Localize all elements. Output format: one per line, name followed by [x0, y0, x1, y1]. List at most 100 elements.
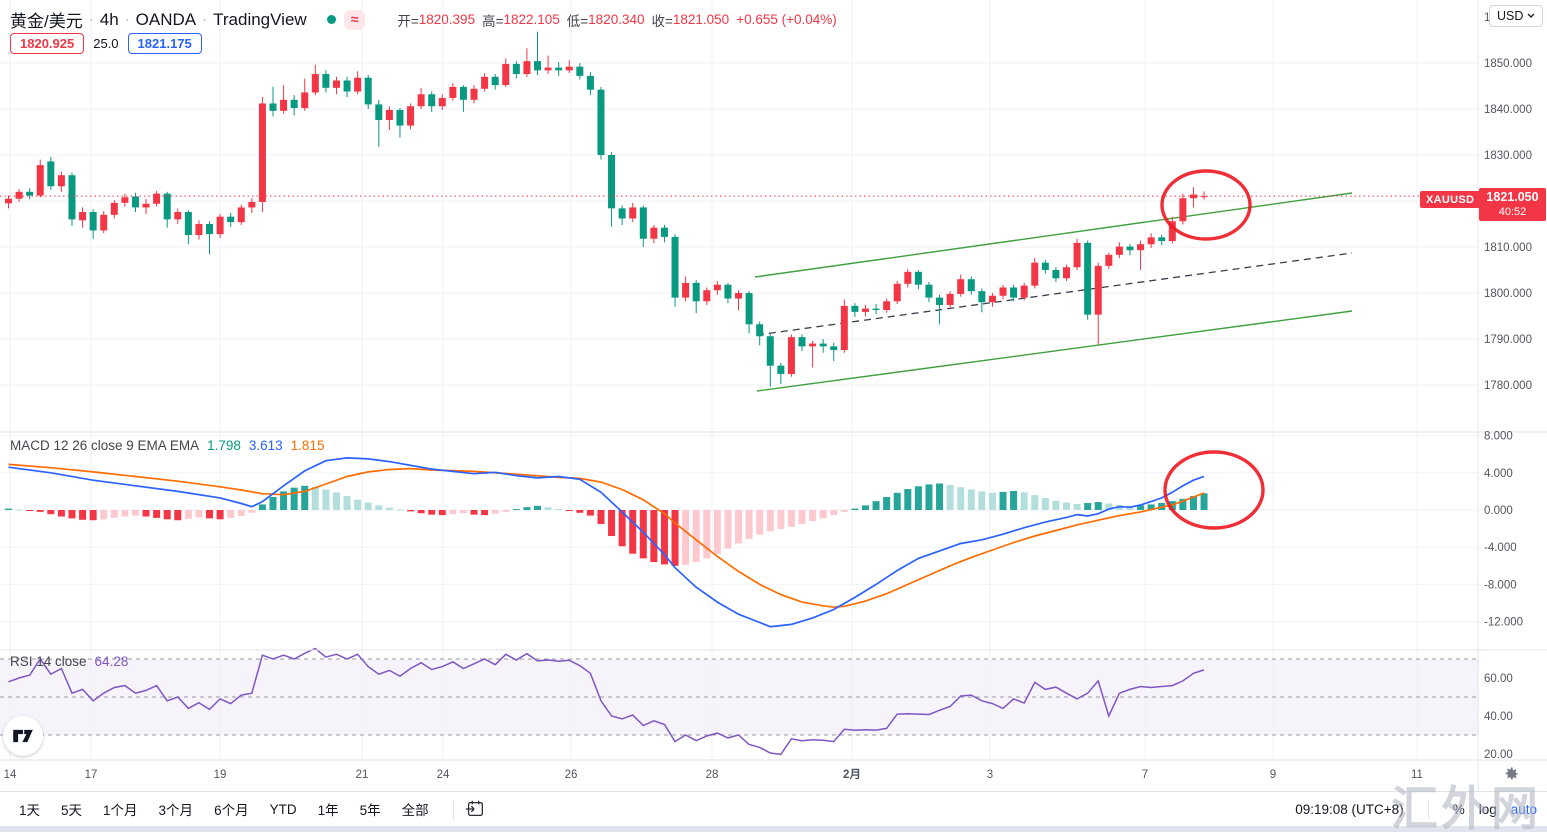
macd-hist-bar [121, 510, 129, 517]
macd-hist-bar [512, 509, 520, 511]
tradingview-logo[interactable] [3, 716, 43, 756]
candle-body [438, 97, 446, 107]
macd-hist-bar [206, 510, 214, 519]
sell-price-button[interactable]: 1820.925 [10, 33, 85, 54]
time-tick-label: 2月 [843, 768, 861, 781]
candle-body [1063, 267, 1070, 279]
goto-date-icon[interactable] [464, 798, 486, 820]
macd-hist-bar [1041, 497, 1049, 510]
window-bottom-edge [0, 826, 1547, 832]
candle-body [248, 201, 256, 208]
candle-body [851, 305, 859, 312]
macd-hist-bar [957, 487, 965, 510]
exchange-label[interactable]: OANDA [135, 9, 197, 29]
macd-hist-bar [237, 510, 245, 517]
candle-body [978, 291, 986, 303]
candle-body [512, 63, 520, 75]
clock[interactable]: 09:19:08 (UTC+8) [1295, 802, 1404, 817]
macd-hist-bar [999, 491, 1007, 510]
macd-hist-bar [481, 510, 489, 516]
candle-body [830, 346, 838, 351]
range-button-1m[interactable]: 1个月 [103, 803, 138, 818]
open-label: 开= [397, 13, 419, 29]
range-button-5y[interactable]: 5年 [359, 803, 381, 818]
macd-signal-value: 1.815 [290, 438, 325, 453]
candle-body [766, 336, 774, 366]
candle-body [883, 301, 891, 311]
macd-hist-bar [68, 510, 76, 519]
rsi-tick-label: 40.00 [1484, 711, 1513, 723]
range-button-all[interactable]: 全部 [401, 803, 429, 818]
price-tick-label: 1790.000 [1484, 334, 1532, 346]
log-scale-button[interactable]: log [1478, 802, 1497, 817]
macd-hist-bar [756, 510, 764, 535]
range-button-3m[interactable]: 3个月 [158, 803, 194, 818]
candle-body [184, 212, 192, 236]
candle-body [343, 80, 351, 92]
candle-body [819, 343, 827, 347]
platform-label[interactable]: TradingView [213, 9, 307, 29]
macd-hist-bar [1179, 498, 1187, 510]
candle-body [269, 103, 277, 111]
close-value: 1821.050 [672, 12, 730, 27]
candle-body [1010, 287, 1018, 298]
candle-body [735, 293, 743, 299]
bottom-toolbar: 1天 5天 1个月 3个月 6个月 YTD 1年 5年 全部 09:19:08 … [0, 791, 1547, 826]
macd-hist-bar [174, 510, 182, 521]
connection-status-icon[interactable] [326, 15, 336, 24]
rsi-value: 64.28 [94, 654, 129, 669]
macd-hist-bar [925, 484, 933, 510]
candle-body [68, 175, 76, 220]
auto-scale-button[interactable]: auto [1510, 802, 1537, 817]
currency-label: USD [1497, 9, 1524, 23]
range-button-1d[interactable]: 1天 [19, 803, 41, 818]
candle-body [1126, 246, 1134, 251]
candle-body [893, 283, 901, 302]
macd-hist-bar [523, 507, 531, 510]
macd-hist-bar [290, 487, 298, 510]
macd-hist-bar [280, 491, 288, 510]
candle-body [153, 193, 161, 204]
candle-body [354, 77, 362, 92]
currency-dropdown[interactable]: USD [1489, 5, 1544, 27]
macd-hist-bar [227, 510, 235, 518]
time-tick-label: 17 [85, 769, 98, 781]
gear-icon[interactable] [1501, 764, 1521, 784]
candle-body [36, 165, 44, 196]
candle-body [925, 284, 933, 298]
range-button-6m[interactable]: 6个月 [214, 803, 249, 818]
buy-price-button[interactable]: 1821.175 [127, 33, 202, 54]
macd-hist-bar [1010, 490, 1018, 510]
macd-legend[interactable]: MACD 12 26 close 9 EMA EMA 1.798 3.613 1… [10, 438, 324, 453]
candle-body [872, 308, 880, 311]
macd-hist-bar [1105, 503, 1113, 510]
macd-hist-bar [354, 499, 362, 510]
candle-body [576, 66, 584, 76]
interval-label[interactable]: 4h [99, 9, 119, 29]
rsi-legend[interactable]: RSI 14 close 64.28 [10, 654, 128, 669]
macd-hist-bar [1147, 504, 1155, 510]
price-tick-label: 1840.000 [1484, 104, 1532, 116]
candle-body [15, 191, 23, 199]
macd-tick-label: 0.000 [1484, 505, 1513, 517]
candle-body [1137, 244, 1145, 251]
candle-body [671, 236, 679, 298]
candle-body [1031, 262, 1039, 286]
macd-hist-bar [1073, 503, 1081, 510]
macd-hist-bar [745, 510, 753, 539]
range-button-1y[interactable]: 1年 [317, 803, 339, 818]
percent-scale-button[interactable]: % [1452, 802, 1465, 817]
range-button-ytd[interactable]: YTD [269, 801, 297, 817]
approx-data-icon[interactable]: ≈ [343, 9, 366, 30]
candle-body [555, 67, 563, 71]
candle-body [999, 287, 1007, 296]
macd-hist-bar [1084, 503, 1092, 510]
range-button-5d[interactable]: 5天 [61, 803, 83, 818]
candle-body [756, 324, 764, 337]
macd-hist-bar [163, 510, 171, 520]
time-tick-label: 11 [1411, 769, 1423, 781]
macd-hist-bar [79, 510, 87, 520]
candle-body [364, 77, 372, 105]
symbol-name[interactable]: 黄金/美元 [10, 12, 83, 31]
